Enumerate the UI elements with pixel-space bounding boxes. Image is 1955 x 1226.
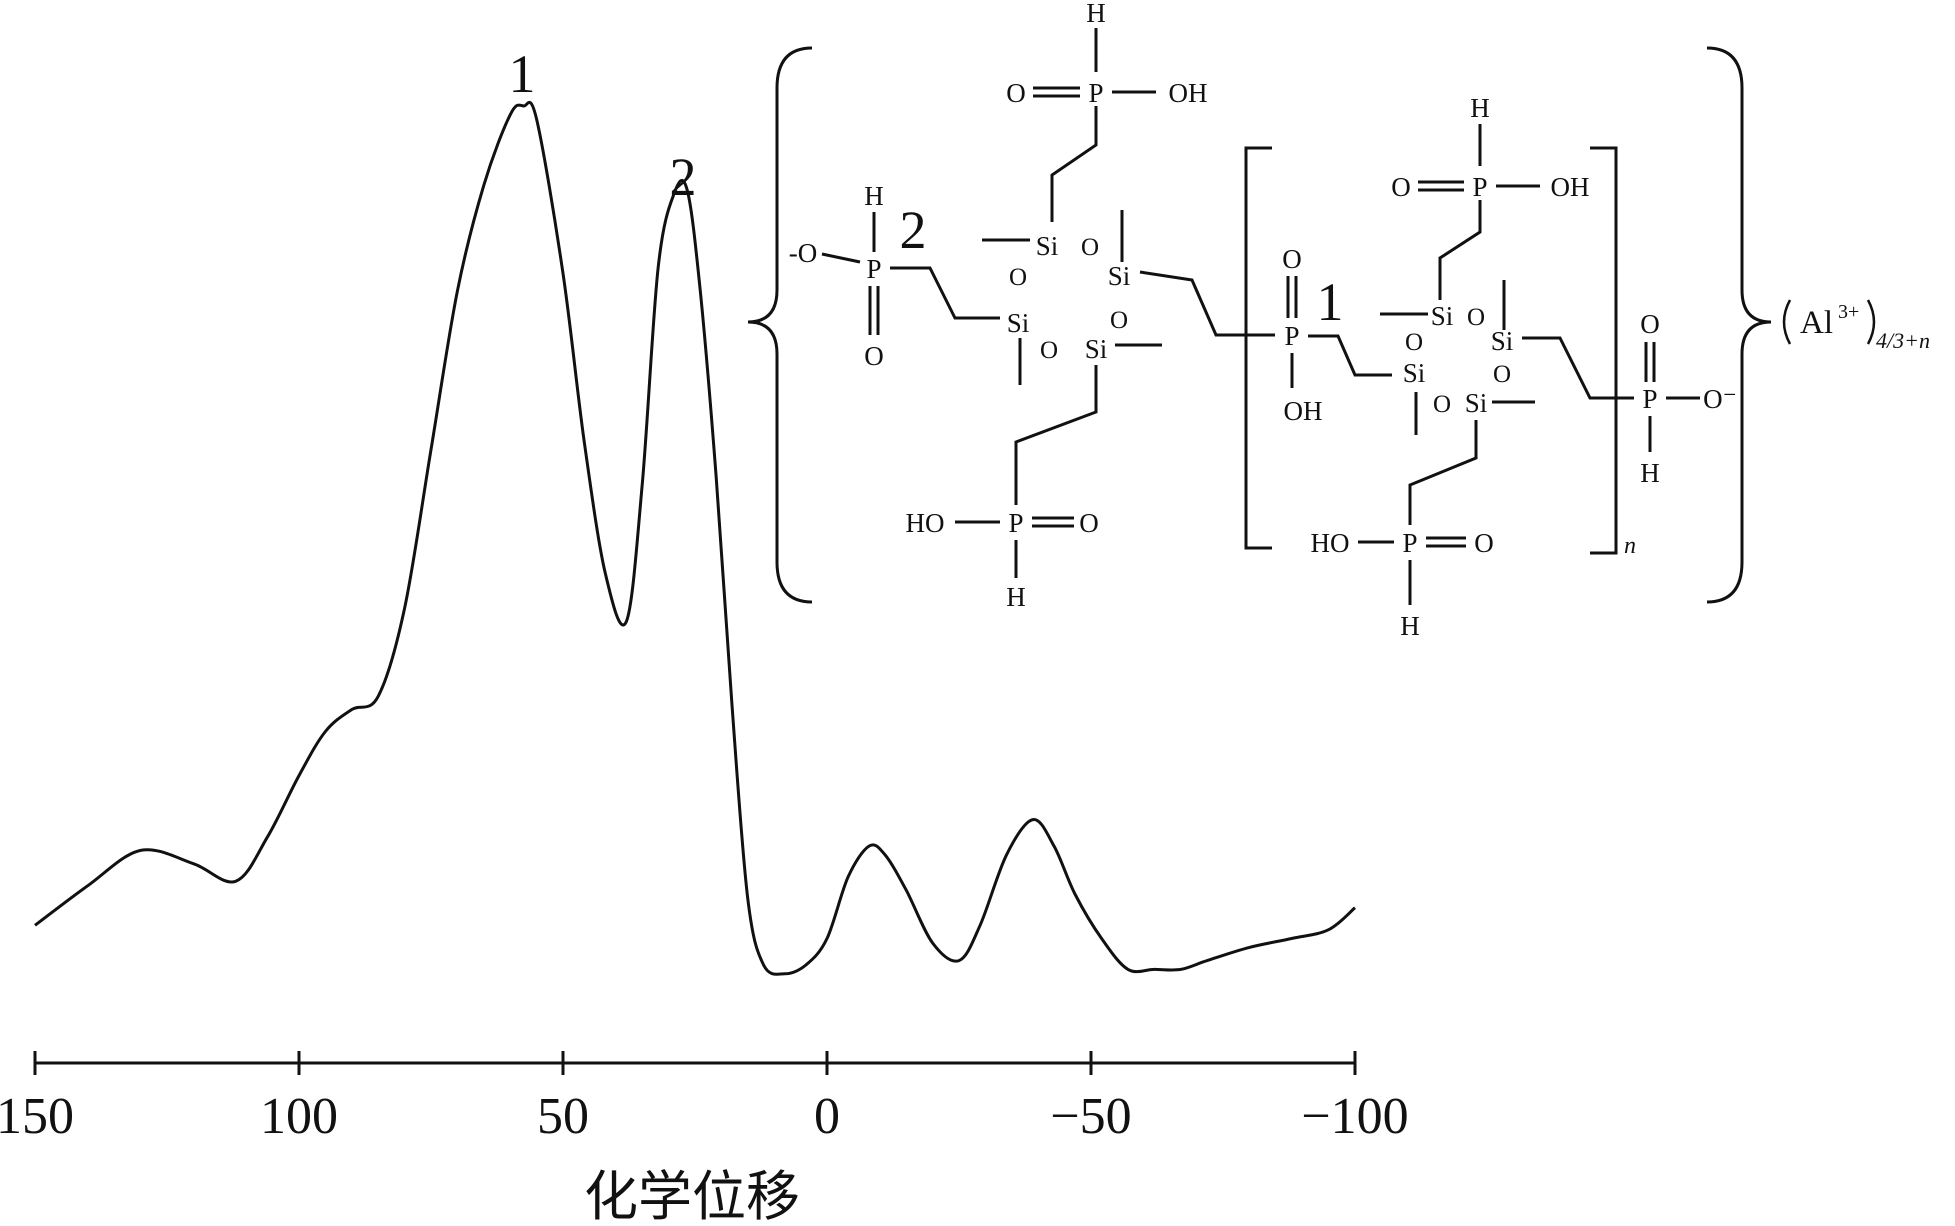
x-axis-label: 化学位移 — [584, 1167, 800, 1226]
cage-left-top-p: P — [1088, 78, 1103, 108]
peak-label-2: 2 — [670, 147, 697, 207]
bridge-o-top: O — [1282, 244, 1302, 274]
cage-right-o-top: O — [1467, 304, 1485, 331]
bridge-phosphinic: O P OH 1 — [1274, 244, 1392, 426]
cage-right-top-o: O — [1391, 172, 1411, 202]
bridge-oh: OH — [1284, 396, 1323, 426]
right-square-bracket — [1590, 146, 1618, 555]
bond — [1438, 200, 1482, 300]
cage-right: H P O OH Si O Si O Si O Si O HO P — [1311, 93, 1634, 641]
cage-right-o-bottom: O — [1433, 391, 1451, 418]
bond — [1014, 365, 1098, 505]
right-terminal-o-top: O — [1640, 309, 1660, 339]
cage-left-o-right: O — [1110, 307, 1128, 334]
cage-right-bot-p: P — [1402, 528, 1417, 558]
x-tick-label: −50 — [1050, 1088, 1131, 1145]
left-square-bracket — [1244, 146, 1272, 550]
cage-right-o-right: O — [1493, 361, 1511, 388]
structure-marker-1: 1 — [1317, 272, 1344, 332]
cage-right-bot-o: O — [1474, 528, 1494, 558]
cage-left-o-bottom: O — [1040, 337, 1058, 364]
bond — [1408, 420, 1478, 525]
x-tick-label: 0 — [814, 1088, 840, 1145]
spectrum-line — [34, 100, 1357, 976]
cage-left-bot-p: P — [1008, 508, 1023, 538]
repeat-subscript-n: n — [1624, 533, 1636, 559]
bond — [821, 252, 861, 264]
cage-right-si-right: Si — [1491, 326, 1514, 356]
cage-right-si-bottom: Si — [1465, 388, 1488, 418]
right-terminal-p: P — [1642, 384, 1657, 414]
cage-left-top-o: O — [1006, 78, 1026, 108]
right-terminal-o-minus: O⁻ — [1703, 384, 1737, 414]
peak-label-1: 1 — [509, 44, 536, 104]
counter-ion-charge: 3+ — [1838, 301, 1859, 323]
cage-left-o-left: O — [1009, 264, 1027, 291]
cage-left-bot-o: O — [1079, 508, 1099, 538]
counter-ion-left-paren — [1782, 299, 1792, 345]
cage-left-bot-h: H — [1006, 582, 1026, 612]
structure-marker-2: 2 — [900, 200, 927, 260]
counter-ion-symbol: Al — [1800, 305, 1833, 341]
cage-left-top-oh: OH — [1169, 78, 1208, 108]
cage-left-top-h: H — [1086, 0, 1106, 28]
left-terminal-o-minus: -O — [789, 238, 818, 268]
cage-right-bot-h: H — [1400, 611, 1420, 641]
bond — [1139, 270, 1274, 337]
cage-left: H P O OH Si O Si O Si O Si O HO — [789, 0, 1274, 612]
counter-ion-subscript: 4/3+n — [1876, 328, 1930, 353]
counter-ion: Al 3+ 4/3+n — [1782, 299, 1930, 353]
cage-right-top-oh: OH — [1551, 172, 1590, 202]
counter-ion-right-paren — [1866, 299, 1876, 345]
cage-left-si-top: Si — [1036, 231, 1059, 261]
cage-right-bot-ho: HO — [1311, 528, 1350, 558]
x-ticks: 150 100 50 0 −50 −100 — [0, 1051, 1409, 1145]
right-terminal-h: H — [1640, 458, 1660, 488]
cage-left-si-right: Si — [1108, 261, 1131, 291]
chemical-structure: n H P O OH Si O Si O Si O Si O — [747, 0, 1930, 641]
cage-left-si-bottom: Si — [1085, 334, 1108, 364]
bond — [1050, 106, 1098, 222]
x-tick-label: 100 — [260, 1088, 338, 1145]
x-tick-label: 150 — [0, 1088, 74, 1145]
cage-left-si-left: Si — [1007, 308, 1030, 338]
nmr-chart: 150 100 50 0 −50 −100 化学位移 1 2 — [0, 44, 1409, 1226]
cage-right-o-left: O — [1405, 329, 1423, 356]
bond — [1522, 336, 1634, 400]
bond — [890, 266, 1000, 320]
cage-left-o-top: O — [1081, 234, 1099, 261]
right-terminal: O P O⁻ H — [1640, 309, 1737, 488]
cage-right-top-h: H — [1470, 93, 1490, 123]
right-brace — [1706, 46, 1772, 604]
cage-right-si-top: Si — [1431, 301, 1454, 331]
cage-right-si-left: Si — [1403, 358, 1426, 388]
cage-right-top-p: P — [1472, 172, 1487, 202]
bridge-p: P — [1284, 321, 1299, 351]
left-brace — [747, 46, 813, 604]
cage-left-bot-ho: HO — [906, 508, 945, 538]
left-terminal-o: O — [864, 341, 884, 371]
bond — [1308, 334, 1392, 377]
left-terminal-h: H — [864, 181, 884, 211]
left-terminal-p: P — [866, 254, 881, 284]
x-tick-label: 50 — [537, 1088, 589, 1145]
x-tick-label: −100 — [1301, 1088, 1408, 1145]
